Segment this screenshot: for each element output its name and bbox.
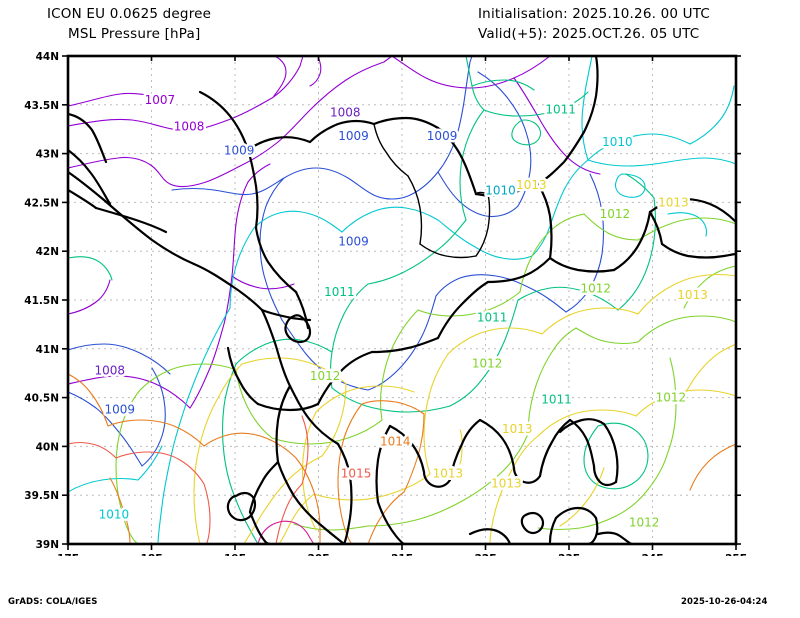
contour-label-halo: 1011 (324, 285, 355, 299)
y-axis-tick-label: 39.5N (24, 490, 59, 502)
y-axis-tick-label: 41.5N (24, 295, 59, 307)
contour-label-halo: 1013 (491, 476, 522, 490)
contour-label-halo: 1013 (516, 178, 547, 192)
isobar-group (68, 56, 736, 544)
y-axis-labels: 39N 39.5N 40N 40.5N 41N 41.5N 42N 42.5N 43N 43.5N… (24, 51, 59, 551)
contour-label: 1013 (433, 467, 464, 481)
contour-label: 1012 (580, 281, 611, 295)
x-axis-tick-label: 19E (224, 553, 246, 556)
contour-label-halo: 1009 (427, 129, 458, 143)
contour-label-halo: 1012 (472, 356, 503, 370)
contour-label: 1009 (104, 402, 135, 416)
x-axis-tick-label: 23E (558, 553, 580, 556)
contour-label-halo: 1009 (224, 144, 255, 158)
contour-label-halo: 1009 (338, 129, 369, 143)
contour-label-halo: 1013 (502, 422, 533, 436)
contour-label-halo: 1013 (433, 467, 464, 481)
contour-label-halo: 1011 (545, 103, 576, 117)
contour-label-halo: 1013 (677, 288, 708, 302)
contour-label-halo: 1007 (145, 93, 176, 107)
contour-label: 1010 (99, 508, 130, 522)
contour-label-halo: 1010 (99, 508, 130, 522)
field-title: MSL Pressure [hPa] (68, 26, 201, 42)
contour-label: 1011 (545, 103, 576, 117)
footer-credit: GrADS: COLA/IGES (8, 597, 98, 607)
contour-label: 1012 (472, 356, 503, 370)
contour-label: 1010 (602, 135, 633, 149)
contour-label-halo: 1013 (658, 195, 689, 209)
contour-label-halo: 1010 (602, 135, 633, 149)
contour-label: 1009 (338, 234, 369, 248)
contour-label: 1009 (427, 129, 458, 143)
footer-timestamp: 2025-10-26-04:24 (681, 597, 768, 607)
x-axis-tick-label: 18E (141, 553, 163, 556)
contour-label-halo: 1008 (94, 363, 125, 377)
y-axis-tick-label: 43N (36, 149, 59, 161)
y-axis-tick-label: 40.5N (24, 393, 59, 405)
x-axis-tick-label: 20E (308, 553, 330, 556)
contour-label-halo: 1011 (477, 311, 508, 325)
contour-label-halo: 1009 (338, 234, 369, 248)
contour-label: 1012 (600, 207, 631, 221)
contour-label: 1011 (541, 393, 572, 407)
contour-label-halo: 1014 (380, 435, 411, 449)
contour-label: 1011 (477, 311, 508, 325)
y-axis-tick-label: 39N (36, 539, 59, 551)
contour-label-halo: 1008 (174, 119, 205, 133)
contour-label: 1010 (485, 184, 516, 198)
contour-labels: 1007100710081008100810081009100910091009… (92, 90, 710, 532)
x-axis-tick-label: 22E (475, 553, 497, 556)
contour-label: 1013 (516, 178, 547, 192)
contour-label-halo: 1012 (656, 391, 687, 405)
contour-label: 1009 (338, 129, 369, 143)
contour-label: 1008 (174, 119, 205, 133)
y-axis-tick-label: 42N (36, 246, 59, 258)
initialisation-time: Initialisation: 2025.10.26. 00 UTC (478, 6, 711, 22)
y-axis-tick-label: 44N (36, 51, 59, 63)
contour-label: 1008 (94, 363, 125, 377)
contour-label-halo: 1012 (629, 516, 660, 530)
contour-label: 1013 (658, 195, 689, 209)
contour-label-halo: 1015 (341, 467, 372, 481)
valid-time: Valid(+5): 2025.OCT.26. 05 UTC (478, 26, 700, 42)
contour-label-halo: 1012 (600, 207, 631, 221)
contour-label: 1012 (629, 516, 660, 530)
x-axis-tick-label: 24E (642, 553, 664, 556)
coastline-group (68, 56, 736, 544)
x-axis-tick-label: 17E (57, 553, 79, 556)
x-axis-tick-label: 21E (391, 553, 413, 556)
contour-label-halo: 1011 (541, 393, 572, 407)
y-axis-tick-label: 42.5N (24, 197, 59, 209)
contour-map-svg: 1007100710081008100810081009100910091009… (0, 44, 800, 556)
contour-label: 1007 (145, 93, 176, 107)
y-axis-tick-label: 43.5N (24, 100, 59, 112)
contour-label: 1008 (330, 106, 361, 120)
contour-label: 1013 (677, 288, 708, 302)
contour-label-halo: 1009 (104, 402, 135, 416)
contour-label: 1013 (491, 476, 522, 490)
axis-ticks (62, 55, 741, 550)
contour-label: 1012 (656, 391, 687, 405)
map-canvas: 1007 1007 1008 1008 1008 1008 1009 1009 1009 1009… (0, 44, 800, 556)
contour-label-halo: 1010 (485, 184, 516, 198)
contour-label: 1011 (324, 285, 355, 299)
x-axis-tick-label: 25E (725, 553, 747, 556)
contour-label-halo: 1012 (310, 369, 341, 383)
x-axis-labels: 17E 18E 19E 20E 21E 22E 23E 24E 25E (57, 553, 747, 556)
y-axis-tick-label: 41N (36, 344, 59, 356)
model-title: ICON EU 0.0625 degree (47, 6, 212, 22)
contour-label: 1014 (380, 435, 411, 449)
contour-label: 1009 (224, 144, 255, 158)
contour-label: 1015 (341, 467, 372, 481)
contour-label-halo: 1012 (580, 281, 611, 295)
y-axis-tick-label: 40N (36, 441, 59, 453)
contour-label: 1012 (310, 369, 341, 383)
contour-label-halo: 1008 (330, 106, 361, 120)
contour-label: 1013 (502, 422, 533, 436)
